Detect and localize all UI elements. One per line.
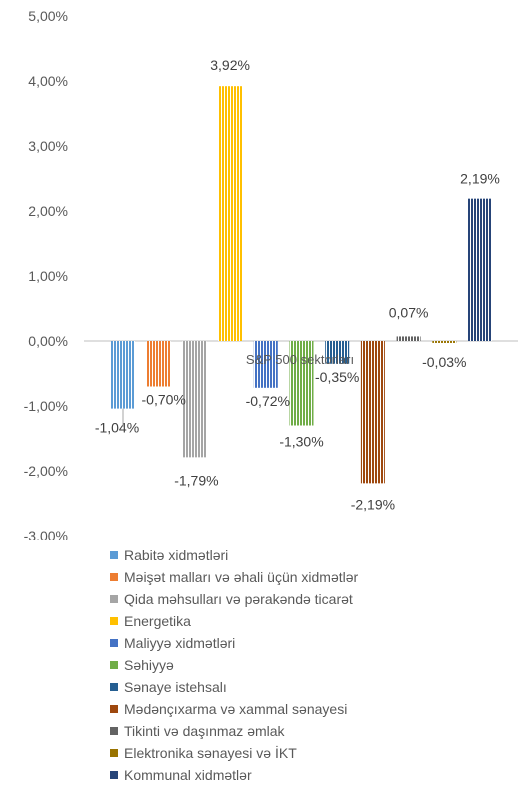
legend-item: Səhiyyə xyxy=(110,654,358,676)
y-tick-label: -2,00% xyxy=(24,463,68,479)
legend-label: Məişət malları və əhali üçün xidmətlər xyxy=(124,569,359,585)
bar xyxy=(146,341,171,387)
legend-label: Qida məhsulları və pərakəndə ticarət xyxy=(124,591,353,607)
legend-label: Maliyyə xidmətləri xyxy=(124,635,236,651)
y-tick-label: -3,00% xyxy=(24,528,68,540)
bar xyxy=(325,341,350,364)
legend-label: Kommunal xidmətlər xyxy=(124,767,252,783)
legend-label: Səhiyyə xyxy=(124,657,174,673)
legend-item: Qida məhsulları və pərakəndə ticarət xyxy=(110,588,358,610)
legend-item: Tikinti və daşınmaz əmlak xyxy=(110,720,358,742)
legend-label: Energetika xyxy=(124,613,191,629)
y-tick-label: 2,00% xyxy=(28,203,68,219)
legend-swatch xyxy=(110,551,118,559)
data-label: -0,72% xyxy=(246,393,290,409)
bar xyxy=(468,198,492,341)
legend-item: Məişət malları və əhali üçün xidmətlər xyxy=(110,566,358,588)
legend-label: Sənaye istehsalı xyxy=(124,679,227,695)
legend-label: Elektronika sənayesi və İKT xyxy=(124,745,297,761)
data-label: -0,70% xyxy=(142,392,186,408)
legend-swatch xyxy=(110,705,118,713)
data-label: 2,19% xyxy=(460,171,500,187)
data-label: -2,19% xyxy=(351,496,395,512)
legend: Rabitə xidmətləri Məişət malları və əhali… xyxy=(110,544,358,786)
data-label: -1,30% xyxy=(279,434,323,450)
legend-item: Mədənçıxarma və xammal sənayesi xyxy=(110,698,358,720)
legend-item: Maliyyə xidmətləri xyxy=(110,632,358,654)
legend-label: Mədənçıxarma və xammal sənayesi xyxy=(124,701,348,717)
legend-item: Sənaye istehsalı xyxy=(110,676,358,698)
y-tick-label: 3,00% xyxy=(28,138,68,154)
data-label: 3,92% xyxy=(210,57,250,73)
legend-label: Tikinti və daşınmaz əmlak xyxy=(124,723,285,739)
y-tick-label: 0,00% xyxy=(28,333,68,349)
bar xyxy=(253,341,278,388)
y-axis: 5,00% 4,00% 3,00% 2,00% 1,00% 0,00% -1,00% -2,0… xyxy=(24,8,68,540)
legend-swatch xyxy=(110,661,118,669)
legend-label: Rabitə xidmətləri xyxy=(124,547,229,563)
data-label: -1,04% xyxy=(95,420,139,436)
bars xyxy=(111,86,492,484)
legend-swatch xyxy=(110,771,118,779)
legend-swatch xyxy=(110,639,118,647)
legend-swatch xyxy=(110,727,118,735)
data-label: -1,79% xyxy=(174,472,218,488)
y-tick-label: 1,00% xyxy=(28,268,68,284)
bar-chart: 5,00% 4,00% 3,00% 2,00% 1,00% 0,00% -1,00% -2,0… xyxy=(24,8,518,540)
legend-swatch xyxy=(110,617,118,625)
legend-swatch xyxy=(110,683,118,691)
bar xyxy=(218,86,243,341)
legend-item: Energetika xyxy=(110,610,358,632)
data-label: -0,03% xyxy=(422,354,466,370)
legend-swatch xyxy=(110,573,118,581)
data-label: 0,07% xyxy=(389,304,429,320)
data-label: -0,35% xyxy=(315,369,359,385)
legend-swatch xyxy=(110,749,118,757)
bar xyxy=(182,341,207,458)
bar xyxy=(289,341,314,426)
legend-item: Elektronika sənayesi və İKT xyxy=(110,742,358,764)
data-labels: -1,04%-0,70% -1,79% 3,92% -0,72% -1,30% -0,35… xyxy=(95,57,500,512)
legend-item: Rabitə xidmətləri xyxy=(110,544,358,566)
y-tick-label: -1,00% xyxy=(24,398,68,414)
legend-item: Kommunal xidmətlər xyxy=(110,764,358,786)
bar xyxy=(111,341,135,409)
x-axis-title: S&P 500 sektorları xyxy=(246,352,354,367)
bar xyxy=(396,336,421,341)
y-tick-label: 5,00% xyxy=(28,8,68,24)
legend-swatch xyxy=(110,595,118,603)
bar xyxy=(360,341,385,484)
bar xyxy=(432,341,457,343)
y-tick-label: 4,00% xyxy=(28,73,68,89)
